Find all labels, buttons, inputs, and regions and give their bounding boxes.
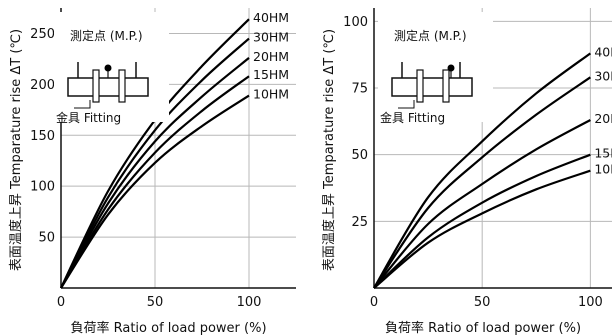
y-tick-label: 25	[351, 215, 368, 230]
y-tick-label: 250	[30, 27, 55, 42]
chart-1: 50 100 150 200 250 0 50 100 負荷率 Ratio of load po…	[8, 8, 296, 336]
series-line-15hm	[60, 75, 250, 289]
fitting-label: 金具 Fitting	[380, 110, 445, 125]
series-label-15hm: 15HM	[594, 146, 612, 161]
fitting-leader	[74, 100, 91, 109]
x-tick-label: 100	[237, 295, 262, 310]
fitting-label: 金具 Fitting	[56, 110, 121, 125]
series-label-30hm: 30HM	[253, 30, 289, 45]
x-axis-label: 負荷率 Ratio of load power (%)	[385, 320, 581, 336]
y-tick-label: 100	[343, 15, 368, 30]
series-line-40hm	[373, 52, 592, 289]
measure-point-marker	[447, 64, 455, 72]
series-line-10hm	[60, 94, 250, 289]
fitting-leg	[118, 69, 126, 103]
x-tick-label: 100	[578, 295, 603, 310]
inset-diagram: 測定点 (M.P.) 金具 Fitting	[54, 12, 169, 125]
y-tick-label: 100	[30, 180, 55, 195]
y-tick-label: 200	[30, 78, 55, 93]
series-line-30hm	[60, 37, 250, 289]
x-axis-label: 負荷率 Ratio of load power (%)	[70, 320, 266, 336]
series-label-10hm: 10HM	[594, 162, 612, 177]
series-label-30hm: 30HM	[594, 68, 612, 83]
y-axis-label: 表面温度上昇 Temparature rise ΔT (℃)	[8, 29, 24, 271]
resistor-body	[391, 77, 473, 97]
series-label-20hm: 20HM	[253, 49, 289, 64]
y-axis-label: 表面温度上昇 Temparature rise ΔT (℃)	[321, 29, 337, 271]
series-label-40hm: 40HM	[253, 10, 289, 25]
fitting-leg	[442, 69, 450, 103]
series-line-10hm	[373, 169, 591, 289]
measure-point-marker	[104, 64, 112, 72]
inset-diagram: 測定点 (M.P.) 金具 Fitting	[378, 12, 493, 125]
x-tick-label: 50	[147, 295, 164, 310]
chart-2: 25 50 75 100 0 50 100 負荷率 Ratio of load power (…	[321, 8, 612, 336]
x-tick-label: 0	[370, 295, 378, 310]
y-tick-label: 50	[351, 148, 368, 163]
inset-background	[54, 12, 169, 122]
y-tick-label: 150	[30, 129, 55, 144]
inset-background	[378, 12, 493, 122]
series-line-40hm	[60, 18, 250, 289]
fitting-leg	[92, 69, 100, 103]
series-line-20hm	[373, 119, 591, 289]
series-label-10hm: 10HM	[253, 87, 289, 102]
series-line-20hm	[60, 57, 250, 289]
measure-point-label: 測定点 (M.P.)	[394, 28, 467, 43]
x-tick-label: 50	[474, 295, 491, 310]
series-label-20hm: 20HM	[594, 111, 612, 126]
y-tick-label: 50	[38, 231, 55, 246]
measure-point-label: 測定点 (M.P.)	[70, 28, 143, 43]
series-line-15hm	[373, 153, 591, 289]
series-line-30hm	[373, 76, 591, 289]
x-tick-label: 0	[57, 295, 65, 310]
series-label-40hm: 40HM	[594, 44, 612, 59]
series-label-15hm: 15HM	[253, 67, 289, 82]
y-tick-label: 75	[351, 82, 368, 97]
fitting-leg	[416, 69, 424, 103]
resistor-body	[67, 77, 149, 97]
fitting-leader	[398, 100, 415, 109]
